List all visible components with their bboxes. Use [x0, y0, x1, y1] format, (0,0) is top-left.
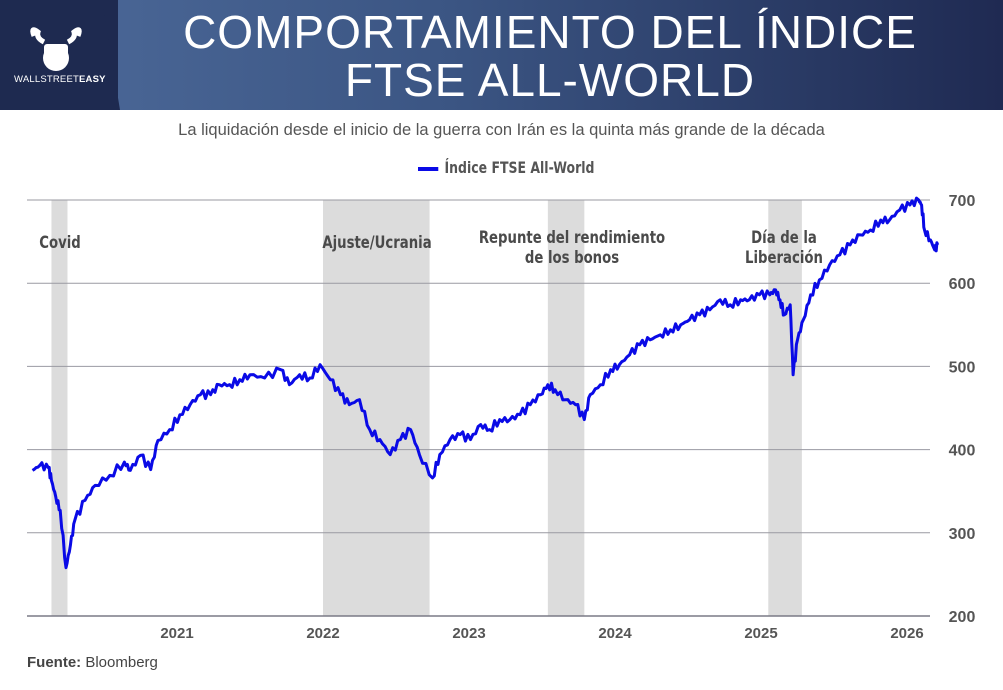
- page-title: COMPORTAMIENTO DEL ÍNDICE FTSE ALL-WORLD: [120, 8, 980, 104]
- y-tick-label: 700: [949, 193, 976, 210]
- x-tick-label: 2025: [744, 625, 777, 642]
- band-annotation: Ajuste/Ucrania: [322, 232, 431, 252]
- y-tick-label: 500: [949, 359, 976, 376]
- y-tick-label: 600: [949, 276, 976, 293]
- logo-text-light: WALLSTREET: [14, 74, 79, 85]
- band-annotation: Covid: [39, 232, 81, 252]
- legend-label: Índice FTSE All-World: [444, 158, 595, 177]
- x-tick-label: 2026: [890, 625, 923, 642]
- ftse-all-world-line: [31, 196, 940, 570]
- x-tick-label: 2022: [306, 625, 339, 642]
- x-tick-label: 2021: [160, 625, 193, 642]
- band-annotation: Repunte del rendimiento de los bonos: [479, 227, 665, 267]
- band-annotation: Día de la Liberación: [745, 227, 823, 267]
- logo-text: WALLSTREETEASY: [14, 74, 106, 85]
- source-value: Bloomberg: [85, 654, 158, 671]
- y-tick-label: 300: [949, 526, 976, 543]
- shaded-band: [51, 200, 68, 616]
- header-banner: WALLSTREETEASY COMPORTAMIENTO DEL ÍNDICE…: [0, 0, 1003, 110]
- logo-text-bold: EASY: [79, 74, 106, 85]
- source-label: Fuente:: [27, 654, 82, 671]
- shaded-band: [768, 200, 802, 616]
- legend-swatch: [418, 166, 439, 171]
- title-line-1: COMPORTAMIENTO DEL ÍNDICE: [183, 6, 917, 58]
- x-tick-label: 2023: [452, 625, 485, 642]
- title-line-2: FTSE ALL-WORLD: [344, 54, 756, 106]
- y-tick-label: 400: [949, 443, 976, 460]
- shaded-band: [323, 200, 430, 616]
- x-tick-label: 2024: [598, 625, 632, 642]
- y-tick-label: 200: [949, 609, 976, 626]
- bull-logo-icon: [30, 27, 82, 71]
- legend: Índice FTSE All-World: [418, 158, 594, 177]
- source-note: Fuente: Bloomberg: [27, 654, 158, 671]
- chart-subtitle: La liquidación desde el inicio de la gue…: [178, 121, 825, 139]
